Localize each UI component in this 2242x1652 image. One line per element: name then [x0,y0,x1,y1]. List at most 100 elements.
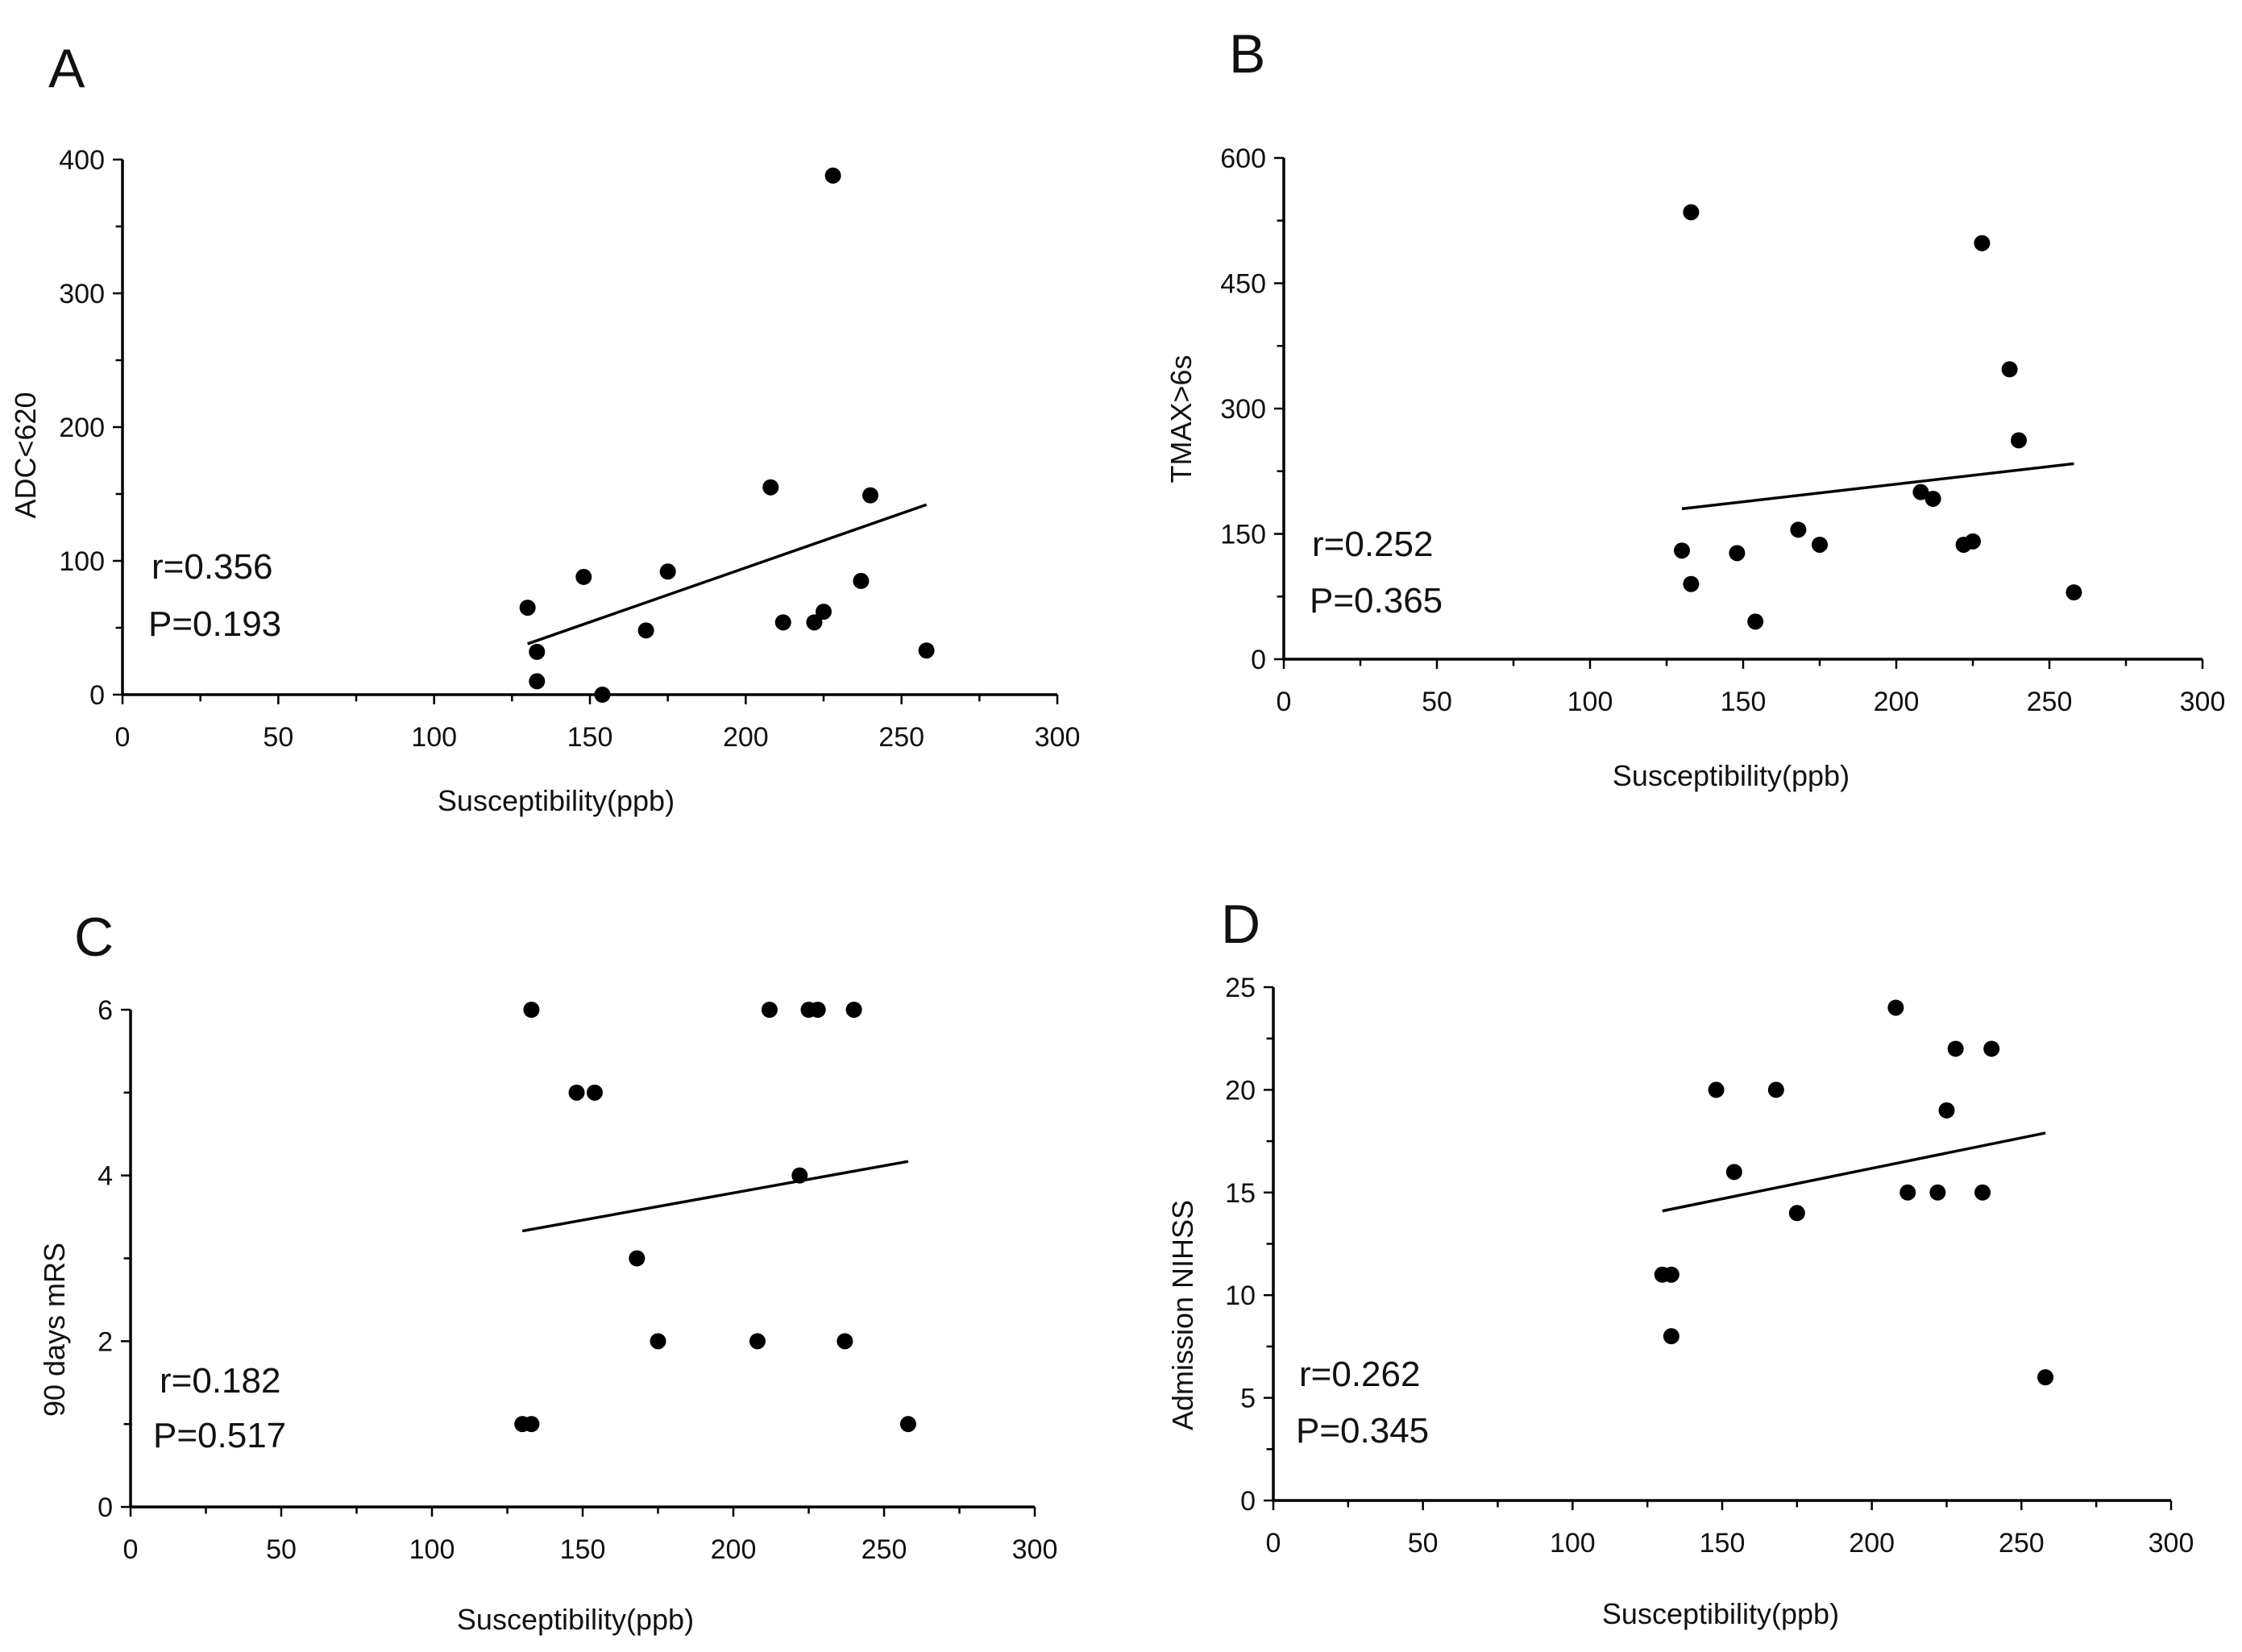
panel-a-plot-area: 0 50 100 150 200 250 300 0 100 200 300 400 [59,145,1080,753]
panel-b-data-point [1965,533,1981,550]
panel-b-data-point [1674,542,1690,559]
panel-d-x-tick-label: 200 [1849,1528,1895,1559]
panel-a-y-tick-label: 100 [59,546,105,577]
panel-d-data-point [1938,1102,1955,1119]
panel-d-y-tick-label: 0 [1240,1486,1256,1517]
panel-c-x-tick-label: 50 [266,1534,297,1565]
panel-b-x-tick-label: 50 [1422,687,1452,717]
panel-d-data-point [1947,1040,1964,1057]
panel-c-data-point [629,1250,646,1267]
panel-b-y-tick-label: 600 [1220,143,1266,174]
panel-c-data-point [809,1002,826,1018]
panel-b-data-point [1912,484,1929,500]
panel-b-data-point [1790,521,1807,538]
panel-a-x-axis-label: Susceptibility(ppb) [438,784,675,817]
panel-b-data-point [1683,575,1700,592]
panel-b-data-point [2001,361,2018,378]
panel-c-x-tick-label: 300 [1012,1534,1058,1565]
panel-c-r-value: r=0.182 [160,1361,280,1401]
panel-d-x-tick-label: 250 [1999,1528,2045,1559]
panel-a-data-point [762,479,779,496]
panel-d-plot-area: 0 50 100 150 200 250 300 0 5 10 15 20 25 [1225,973,2194,1559]
panel-a-data-point [806,614,823,631]
panel-a-x-tick-label: 150 [567,722,613,753]
panel-c-y-axis-label: 90 days mRS [38,1243,71,1417]
panel-b-y-axis-label: TMAX>6s [1165,355,1198,483]
panel-c-x-tick-label: 250 [862,1534,907,1565]
panel-a-data-point [594,687,611,703]
panel-a-data-point [637,622,654,639]
panel-a-y-tick-label: 400 [59,145,105,176]
panel-d-y-tick-label: 5 [1240,1384,1256,1414]
panel-a-y-axis-label: ADC<620 [9,392,42,518]
panel-c-data-point [791,1167,808,1184]
panel-a-data-point [659,563,676,580]
panel-b-y-tick-label: 450 [1220,269,1266,300]
panel-b-x-tick-label: 300 [2180,687,2226,717]
panel-a-data-point [862,487,878,504]
panel-c-x-tick-label: 100 [409,1534,455,1565]
panel-c-letter: C [74,907,114,968]
panel-d-x-tick-label: 100 [1550,1528,1596,1559]
panel-d-x-tick-label: 50 [1408,1528,1439,1559]
panel-a-data-point [816,604,832,621]
panel-d-y-tick-label: 20 [1225,1075,1256,1106]
panel-b-data-point [1812,536,1828,553]
panel-a-letter: A [48,38,85,99]
panel-a-data-point [824,167,841,184]
panel-d-y-tick-label: 15 [1225,1178,1256,1209]
panel-a-r-value: r=0.356 [152,547,272,587]
panel-b-plot-area: 0 50 100 150 200 250 300 0 150 300 450 600 [1220,143,2225,717]
panel-b-data-point [1974,235,1991,251]
panel-c-data-point [523,1416,540,1433]
panel-b-data-point [2011,432,2027,449]
panel-d-data-point [1929,1184,1946,1201]
panel-c-x-axis-label: Susceptibility(ppb) [457,1603,694,1636]
panel-d-x-tick-label: 150 [1700,1528,1746,1559]
panel-b-r-value: r=0.252 [1312,525,1433,564]
panel-d-y-axis-label: Admission NIHSS [1166,1200,1199,1430]
panel-d-r-value: r=0.262 [1299,1355,1420,1394]
panel-a-data-point [529,643,546,660]
panel-b-x-axis-label: Susceptibility(ppb) [1613,759,1850,792]
panel-d-p-value: P=0.345 [1296,1411,1429,1451]
panel-b-y-tick-label: 300 [1220,394,1266,425]
panel-b-y-tick-label: 0 [1251,645,1266,675]
panel-b-letter: B [1229,23,1265,85]
panel-a: A Susceptibility(ppb) ADC<620 r=0.356 P=… [9,38,1080,817]
panel-c-x-tick-label: 150 [560,1534,606,1565]
panel-a-data-point [774,614,791,631]
panel-a-y-tick-label: 200 [59,413,105,443]
panel-a-p-value: P=0.193 [148,604,281,644]
panel-c-p-value: P=0.517 [153,1416,286,1455]
panel-a-x-tick-label: 100 [411,722,457,753]
panel-c-data-point [650,1333,666,1350]
panel-d-letter: D [1221,894,1260,955]
panel-d-data-point [1708,1081,1725,1098]
panel-c-x-tick-label: 200 [711,1534,757,1565]
panel-b-x-tick-label: 250 [2027,687,2073,717]
panel-d-y-tick-label: 10 [1225,1281,1256,1311]
panel-b-x-tick-label: 150 [1721,687,1767,717]
panel-d-x-tick-label: 300 [2149,1528,2194,1559]
panel-b-x-tick-label: 0 [1277,687,1292,717]
panel-c-y-tick-label: 4 [98,1161,113,1192]
panel-a-data-point [519,600,536,616]
panel-b-y-tick-label: 150 [1220,520,1266,550]
panel-c-data-point [568,1084,585,1101]
panel-a-x-tick-label: 50 [263,722,293,753]
panel-c-data-point [837,1333,853,1350]
panel-d-data-point [1974,1184,1991,1201]
panel-c-x-tick-label: 0 [123,1534,139,1565]
panel-c-data-point [749,1333,766,1350]
panel-d-data-point [1767,1081,1784,1098]
panel-a-data-point [918,642,935,659]
panel-d-data-point [1663,1266,1679,1283]
panel-d-data-point [1788,1205,1805,1222]
panel-b-p-value: P=0.365 [1310,581,1443,621]
panel-c-data-point [845,1002,862,1018]
panel-b-data-point [2066,584,2082,601]
panel-a-y-tick-label: 300 [59,279,105,309]
panel-b-x-tick-label: 100 [1567,687,1613,717]
panel-b-regression-line [1681,462,2074,511]
